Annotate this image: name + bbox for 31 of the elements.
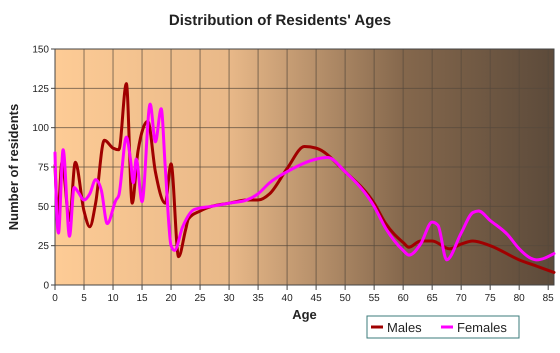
x-tick-label: 15 [136,293,148,304]
x-tick-label: 80 [514,293,526,304]
y-tick-label: 50 [38,202,50,213]
x-tick-label: 65 [426,293,438,304]
y-tick-label: 25 [38,241,50,252]
x-tick-label: 55 [368,293,380,304]
x-tick-label: 60 [398,293,410,304]
y-tick-label: 125 [32,84,50,95]
y-tick-label: 100 [32,123,50,134]
x-tick-label: 35 [252,293,264,304]
x-tick-label: 50 [340,293,352,304]
x-tick-label: 30 [224,293,236,304]
chart-title: Distribution of Residents' Ages [168,12,392,29]
legend-label: Females [457,320,508,335]
x-tick-label: 70 [456,293,468,304]
y-tick-label: 0 [43,280,50,292]
y-tick-label: 150 [32,44,50,56]
legend-label: Males [387,320,422,335]
x-tick-label: 10 [107,293,120,304]
x-axis-title: Age [292,307,317,322]
x-tick-label: 0 [52,293,58,304]
x-tick-label: 45 [310,293,322,304]
x-tick-label: 75 [484,293,496,304]
x-tick-label: 25 [194,293,206,304]
x-tick-label: 5 [81,293,88,304]
x-tick-label: 20 [165,293,178,304]
y-tick-label: 75 [38,162,50,174]
x-tick-label: 40 [282,293,294,304]
x-tick-label: 85 [542,293,554,304]
line-series [54,102,556,262]
y-axis-title: Number of residents [6,104,21,230]
